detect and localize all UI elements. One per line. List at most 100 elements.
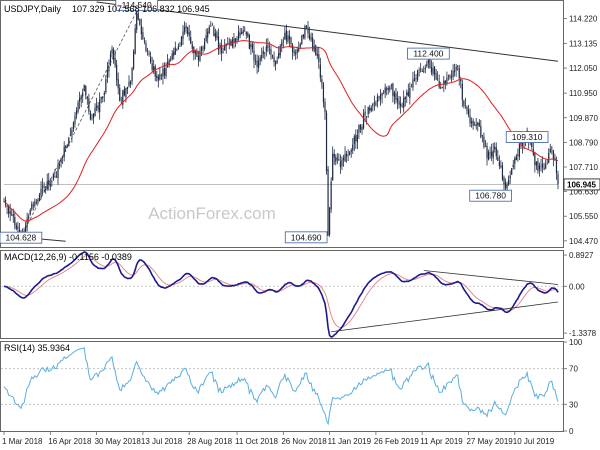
candle bbox=[330, 177, 332, 213]
candle-body bbox=[540, 165, 542, 167]
candle-body bbox=[163, 68, 166, 76]
candle-body bbox=[497, 157, 499, 161]
candle-body bbox=[301, 35, 303, 44]
candle bbox=[174, 41, 176, 55]
symbol-label: USDJPY,Daily bbox=[4, 4, 61, 14]
date-tick-label: 13 Jul 2018 bbox=[141, 437, 183, 446]
candle-body bbox=[537, 161, 539, 172]
candle-body bbox=[284, 32, 286, 39]
price-series: 114.540 112.400 109.310 106.780 104.690 104.6… bbox=[0, 0, 559, 244]
candle bbox=[128, 75, 130, 88]
candle-body bbox=[387, 88, 389, 90]
candle-body bbox=[437, 78, 439, 80]
candle bbox=[390, 83, 392, 90]
price-tick-label: 110.950 bbox=[569, 89, 598, 98]
candle-body bbox=[52, 174, 54, 180]
candle bbox=[54, 168, 56, 179]
candle bbox=[222, 47, 224, 54]
candle-body bbox=[396, 98, 399, 102]
candle-body bbox=[254, 60, 257, 62]
candle-body bbox=[474, 124, 476, 126]
candle-body bbox=[108, 66, 110, 72]
candle-body bbox=[112, 49, 115, 60]
candle bbox=[477, 121, 479, 132]
candle-body bbox=[455, 66, 457, 70]
candle-body bbox=[406, 92, 408, 96]
candle bbox=[484, 139, 487, 148]
candle bbox=[211, 22, 213, 26]
candle bbox=[190, 30, 192, 45]
rsi-series bbox=[1, 346, 563, 426]
candle bbox=[75, 107, 78, 120]
candle-body bbox=[287, 35, 289, 42]
candle-body bbox=[145, 43, 147, 51]
candle-body bbox=[327, 169, 329, 236]
candle bbox=[274, 60, 277, 71]
date-tick-label: 16 Apr 2018 bbox=[48, 437, 92, 446]
date-tick-label: 26 Feb 2019 bbox=[374, 437, 419, 446]
candle-body bbox=[268, 49, 271, 50]
candle-body bbox=[224, 45, 226, 50]
candle-body bbox=[106, 69, 108, 78]
candle bbox=[541, 156, 544, 174]
candle bbox=[418, 67, 420, 77]
candle-body bbox=[409, 88, 411, 99]
candle-body bbox=[180, 36, 183, 46]
candle bbox=[387, 85, 389, 95]
candle-body bbox=[322, 83, 325, 103]
candle-body bbox=[472, 120, 474, 126]
candle-body bbox=[545, 164, 547, 169]
candle-body bbox=[154, 66, 156, 77]
candle bbox=[378, 95, 380, 102]
candle-body bbox=[210, 25, 212, 27]
candle bbox=[325, 110, 328, 175]
candle bbox=[46, 173, 48, 191]
candle-body bbox=[370, 108, 372, 111]
candle bbox=[367, 106, 369, 119]
last-price-label: 106.945 bbox=[567, 180, 596, 189]
candle-body bbox=[484, 146, 487, 147]
candle bbox=[322, 82, 325, 108]
candle-body bbox=[214, 33, 217, 38]
candle-body bbox=[446, 77, 448, 84]
candle-body bbox=[75, 110, 78, 116]
dashed-trendline bbox=[20, 11, 138, 238]
candle bbox=[108, 59, 110, 78]
candle-body bbox=[57, 165, 59, 179]
candle bbox=[327, 165, 329, 236]
candle-body bbox=[372, 103, 374, 107]
candle-body bbox=[183, 27, 186, 32]
candle-body bbox=[82, 92, 84, 97]
candle bbox=[256, 54, 258, 74]
candle bbox=[444, 80, 446, 90]
candle-body bbox=[126, 87, 129, 90]
candle-body bbox=[315, 45, 317, 55]
candle bbox=[261, 47, 263, 62]
candle-body bbox=[216, 32, 218, 38]
candle-body bbox=[458, 67, 460, 79]
candle bbox=[310, 32, 312, 42]
candle-body bbox=[228, 42, 230, 44]
candle-body bbox=[114, 57, 116, 66]
macd-signal-line bbox=[4, 254, 559, 328]
candle-body bbox=[97, 105, 99, 110]
candle-body bbox=[307, 27, 309, 34]
candle-body bbox=[11, 214, 13, 216]
price-panel-frame bbox=[0, 0, 564, 248]
candle-body bbox=[103, 92, 105, 96]
candle-body bbox=[500, 165, 502, 168]
candle-body bbox=[241, 31, 243, 34]
candle-body bbox=[379, 94, 382, 100]
candle-body bbox=[207, 31, 209, 38]
macd-lower-trendline bbox=[331, 301, 559, 333]
candle bbox=[557, 170, 559, 190]
candle-body bbox=[443, 80, 445, 85]
candle bbox=[372, 103, 374, 112]
candle-body bbox=[362, 113, 365, 129]
candle bbox=[319, 57, 321, 82]
candle-body bbox=[489, 152, 491, 154]
candle-body bbox=[324, 101, 326, 113]
ohlc-label: 107.329 107.568 106.832 106.945 bbox=[72, 4, 210, 14]
candle-body bbox=[236, 38, 238, 41]
candle bbox=[341, 156, 343, 170]
